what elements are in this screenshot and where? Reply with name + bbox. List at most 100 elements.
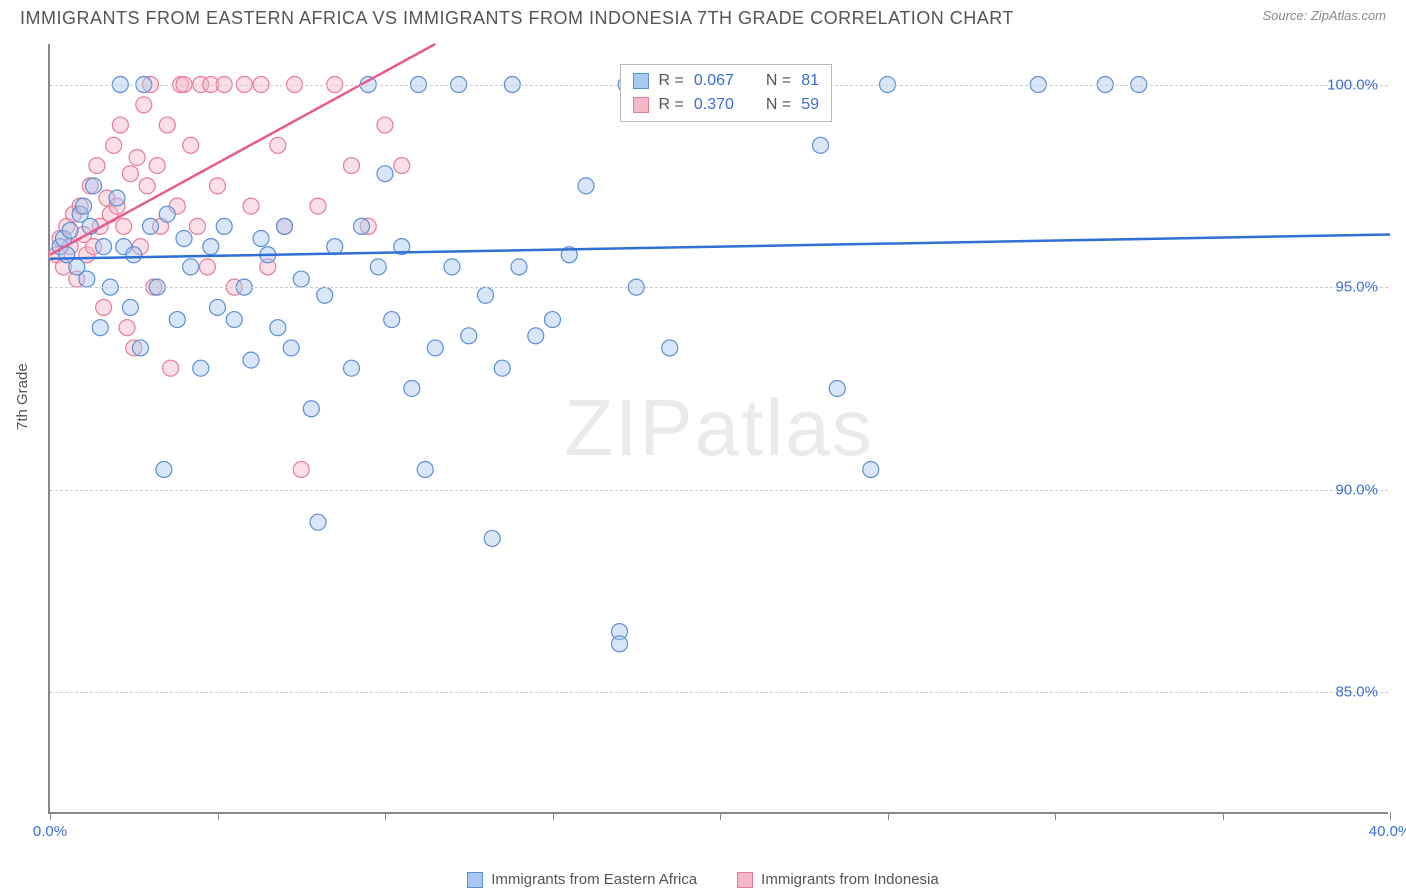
data-point — [293, 271, 309, 287]
legend-swatch — [737, 872, 753, 888]
legend-swatch — [467, 872, 483, 888]
data-point — [203, 239, 219, 255]
data-point — [444, 259, 460, 275]
plot-container: ZIPatlas 85.0%90.0%95.0%100.0%0.0%40.0%R… — [48, 44, 1388, 814]
data-point — [159, 206, 175, 222]
legend-swatch — [633, 73, 649, 89]
data-point — [478, 287, 494, 303]
data-point — [163, 360, 179, 376]
data-point — [122, 299, 138, 315]
chart-title: IMMIGRANTS FROM EASTERN AFRICA VS IMMIGR… — [20, 8, 1014, 29]
data-point — [863, 462, 879, 478]
data-point — [143, 218, 159, 234]
data-point — [126, 247, 142, 263]
data-point — [283, 340, 299, 356]
data-point — [829, 380, 845, 396]
data-point — [156, 462, 172, 478]
r-value: 0.067 — [694, 69, 734, 93]
legend-label: Immigrants from Indonesia — [761, 871, 939, 888]
data-point — [210, 299, 226, 315]
data-point — [176, 231, 192, 247]
data-point — [270, 137, 286, 153]
gridline — [50, 692, 1388, 693]
legend-swatch — [633, 97, 649, 113]
r-value: 0.370 — [694, 93, 734, 117]
data-point — [377, 117, 393, 133]
data-point — [344, 360, 360, 376]
stat-row: R =0.370N =59 — [633, 93, 820, 117]
data-point — [243, 352, 259, 368]
data-point — [404, 380, 420, 396]
data-point — [62, 222, 78, 238]
data-point — [169, 312, 185, 328]
data-point — [96, 299, 112, 315]
data-point — [293, 462, 309, 478]
data-point — [193, 360, 209, 376]
y-axis-title: 7th Grade — [14, 363, 31, 430]
data-point — [511, 259, 527, 275]
data-point — [484, 530, 500, 546]
data-point — [277, 218, 293, 234]
x-tick — [1055, 812, 1056, 820]
data-point — [106, 137, 122, 153]
y-tick-label: 95.0% — [1335, 279, 1378, 296]
data-point — [461, 328, 477, 344]
stat-row: R =0.067N =81 — [633, 69, 820, 93]
data-point — [528, 328, 544, 344]
data-point — [310, 514, 326, 530]
x-tick — [1390, 812, 1391, 820]
n-label: N = — [766, 69, 791, 93]
legend-bottom: Immigrants from Eastern Africa Immigrants… — [0, 871, 1406, 888]
data-point — [216, 218, 232, 234]
data-point — [129, 149, 145, 165]
data-point — [92, 320, 108, 336]
data-point — [317, 287, 333, 303]
data-point — [370, 259, 386, 275]
data-point — [226, 312, 242, 328]
gridline — [50, 490, 1388, 491]
data-point — [494, 360, 510, 376]
data-point — [79, 271, 95, 287]
data-point — [116, 218, 132, 234]
data-point — [189, 218, 205, 234]
data-point — [384, 312, 400, 328]
x-tick — [888, 812, 889, 820]
data-point — [417, 462, 433, 478]
n-label: N = — [766, 93, 791, 117]
x-tick — [1223, 812, 1224, 820]
data-point — [136, 97, 152, 113]
data-point — [89, 158, 105, 174]
plot-area: ZIPatlas 85.0%90.0%95.0%100.0%0.0%40.0%R… — [48, 44, 1388, 814]
data-point — [394, 158, 410, 174]
x-tick — [553, 812, 554, 820]
data-point — [119, 320, 135, 336]
trend-line — [50, 234, 1390, 258]
data-point — [122, 166, 138, 182]
x-tick — [50, 812, 51, 820]
data-point — [210, 178, 226, 194]
data-point — [578, 178, 594, 194]
legend-item: Immigrants from Eastern Africa — [467, 871, 697, 888]
stat-box: R =0.067N =81R =0.370N =59 — [620, 64, 833, 122]
x-tick-label: 40.0% — [1369, 823, 1406, 840]
y-tick-label: 90.0% — [1335, 481, 1378, 498]
data-point — [132, 340, 148, 356]
data-point — [813, 137, 829, 153]
data-point — [139, 178, 155, 194]
data-point — [159, 117, 175, 133]
gridline — [50, 287, 1388, 288]
n-value: 81 — [801, 69, 819, 93]
source-attribution: Source: ZipAtlas.com — [1262, 8, 1386, 23]
data-point — [344, 158, 360, 174]
data-point — [354, 218, 370, 234]
data-point — [327, 239, 343, 255]
data-point — [109, 190, 125, 206]
data-point — [427, 340, 443, 356]
x-tick — [218, 812, 219, 820]
n-value: 59 — [801, 93, 819, 117]
data-point — [86, 178, 102, 194]
data-point — [377, 166, 393, 182]
data-point — [612, 636, 628, 652]
data-point — [183, 137, 199, 153]
x-tick — [720, 812, 721, 820]
